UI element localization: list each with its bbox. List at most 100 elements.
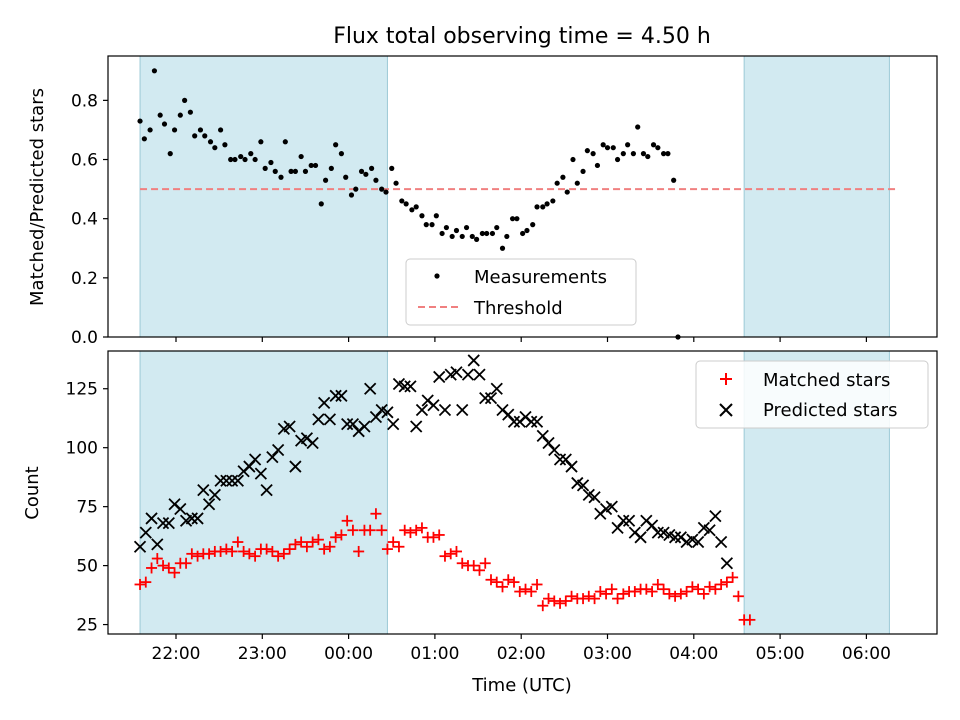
matched-stars-point <box>157 560 169 572</box>
predicted-stars-point <box>364 382 377 395</box>
predicted-stars-point <box>427 399 440 412</box>
predicted-stars-point <box>260 484 273 497</box>
matched-stars-point <box>180 557 192 569</box>
bottom-legend-box <box>695 360 929 429</box>
predicted-stars-point <box>473 368 486 381</box>
matched-stars-point <box>445 548 457 560</box>
x-tick-label: 02:00 <box>497 644 546 664</box>
predicted-stars-point <box>381 406 394 419</box>
measurement-point <box>192 133 198 139</box>
measurement-point <box>343 174 349 180</box>
matched-stars-point <box>508 576 520 588</box>
predicted-stars-point <box>507 415 521 428</box>
matched-stars-point <box>289 538 301 550</box>
measurement-point <box>171 127 178 133</box>
measurement-point <box>228 156 234 163</box>
matched-stars-point <box>577 593 589 605</box>
measurement-point <box>207 139 214 145</box>
matched-stars-point <box>629 586 641 598</box>
legend-measurements-label: Measurements <box>474 267 607 288</box>
measurement-point <box>655 145 661 151</box>
predicted-stars-point <box>162 517 175 530</box>
predicted-stars-point <box>576 479 590 492</box>
predicted-stars-point <box>438 403 452 417</box>
y-tick-label: 0.2 <box>71 269 98 289</box>
measurement-point <box>610 145 616 151</box>
matched-stars-point <box>468 560 480 572</box>
measurement-point <box>540 204 546 210</box>
matched-stars-point <box>566 590 578 602</box>
matched-stars-point <box>450 545 462 557</box>
predicted-stars-point <box>341 417 354 431</box>
matched-stars-point <box>151 553 163 565</box>
matched-stars-point <box>681 586 693 598</box>
matched-stars-point <box>594 586 606 598</box>
measurement-point <box>302 168 309 174</box>
measurement-point <box>564 189 570 195</box>
measurement-point <box>399 198 405 204</box>
matched-stars-point <box>698 588 710 600</box>
matched-stars-point <box>479 557 491 569</box>
measurement-point <box>389 165 395 171</box>
predicted-stars-point <box>197 484 210 497</box>
matched-stars-point <box>433 529 445 541</box>
measurement-point <box>248 151 254 157</box>
top-legend: Measurements Threshold <box>405 258 637 326</box>
measurement-point <box>423 222 429 228</box>
measurement-point <box>298 153 304 160</box>
predicted-stars-point <box>617 514 630 527</box>
predicted-stars-point <box>559 453 572 466</box>
predicted-stars-point <box>289 460 302 473</box>
matched-stars-point <box>376 524 388 536</box>
matched-stars-point <box>531 578 543 590</box>
measurement-point <box>308 162 314 169</box>
legend-measurements-marker <box>434 273 440 279</box>
measurement-point <box>489 230 496 237</box>
predicted-stars-point <box>318 396 331 410</box>
measurement-point <box>479 230 485 237</box>
predicted-stars-point <box>530 415 544 428</box>
predicted-stars-point <box>490 382 503 395</box>
matched-stars-point <box>364 524 376 536</box>
measurement-point <box>520 230 526 237</box>
matched-stars-point <box>238 545 250 557</box>
measurement-point <box>242 156 248 163</box>
matched-stars-point <box>220 543 232 555</box>
measurement-point <box>594 162 601 169</box>
bottom-y-axis-label: Count <box>22 466 43 519</box>
x-tick-label: 06:00 <box>842 644 891 664</box>
matched-stars-point <box>335 529 347 541</box>
matched-stars-point <box>456 557 468 569</box>
predicted-stars-point <box>525 415 538 428</box>
measurement-point <box>353 186 359 192</box>
measurement-point <box>272 168 278 174</box>
predicted-stars-point <box>433 370 446 384</box>
legend-predicted-label: Predicted stars <box>763 400 897 421</box>
predicted-stars-point <box>645 519 659 532</box>
measurement-point <box>484 230 490 237</box>
predicted-stars-point <box>329 389 342 402</box>
matched-stars-point <box>560 595 572 607</box>
x-tick-label: 22:00 <box>152 644 201 664</box>
matched-stars-point <box>727 571 739 583</box>
measurement-point <box>433 213 439 219</box>
observing-window-1 <box>139 55 388 338</box>
matched-stars-point <box>341 515 353 527</box>
chart-title: Flux total observing time = 4.50 h <box>333 24 711 49</box>
measurement-point <box>630 151 636 157</box>
measurement-point <box>232 156 238 163</box>
measurement-point <box>278 174 284 180</box>
x-tick-label: 00:00 <box>324 644 373 664</box>
measurement-point <box>182 97 188 103</box>
predicted-stars-point <box>720 557 734 570</box>
measurement-point <box>217 127 224 133</box>
matched-stars-point <box>186 548 198 560</box>
predicted-stars-point <box>479 392 492 405</box>
top-x-ticks <box>175 337 868 342</box>
measurement-point <box>544 201 550 207</box>
measurement-point <box>640 151 647 157</box>
matched-stars-point <box>416 522 428 534</box>
matched-stars-point <box>652 578 664 590</box>
predicted-stars-point <box>283 420 296 433</box>
measurement-point <box>570 156 576 163</box>
